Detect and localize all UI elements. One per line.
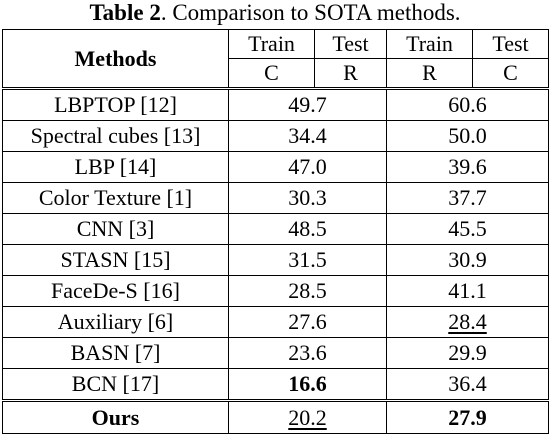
cr-score-cell: 34.4 [228,120,387,152]
test-header-2: Test [472,29,549,59]
header-row-2: C R R C [3,58,549,89]
rc-score-cell: 36.4 [386,368,549,401]
dataset-r-header-1: R [314,58,387,89]
dataset-c-header-2: C [472,58,549,89]
table-row: Color Texture [1] 30.3 37.7 [2,182,549,214]
method-cell: FaceDe-S [16] [2,275,229,307]
method-cell: BCN [17] [2,368,229,401]
header-row-1: Methods Train Test Train Test [2,29,549,89]
method-cell: STASN [15] [2,244,229,276]
methods-header: Methods [2,29,229,89]
rc-score-cell: 29.9 [386,337,549,369]
rc-score-cell: 37.7 [386,182,549,214]
table-row: CNN [3] 48.5 45.5 [2,213,549,245]
method-cell-ours: Ours [2,399,229,434]
table-row: BASN [7] 23.6 29.9 [2,337,549,369]
caption-text: . Comparison to SOTA methods. [160,0,461,25]
cr-score-cell: 30.3 [228,182,387,214]
train-header-1: Train [228,29,315,59]
dataset-c-header-1: C [228,58,315,89]
rc-score-cell: 45.5 [386,213,549,245]
underlined-score: 28.4 [448,309,487,334]
cr-score-cell: 31.5 [228,244,387,276]
caption-number: Table 2 [89,0,161,25]
table-row: Spectral cubes [13] 34.4 50.0 [2,120,549,152]
cr-score-cell: 49.7 [228,87,387,121]
test-header-1: Test [314,29,387,59]
underlined-score: 20.2 [288,404,327,430]
dataset-r-header-2: R [386,58,473,89]
cr-score-cell-underlined: 20.2 [228,399,387,434]
table-row: LBPTOP [12] 49.7 60.6 [2,87,549,121]
train-header-2: Train [386,29,473,59]
table-caption: Table 2. Comparison to SOTA methods. [0,0,550,28]
rc-score-cell: 41.1 [386,275,549,307]
cr-score-cell: 27.6 [228,306,387,338]
method-cell: Auxiliary [6] [2,306,229,338]
comparison-table: Methods Train Test Train Test C R R C LB… [2,29,549,434]
method-cell: Spectral cubes [13] [2,120,229,152]
cr-score-cell: 47.0 [228,151,387,183]
rc-score-cell-underlined: 28.4 [386,306,549,338]
rc-score-cell: 30.9 [386,244,549,276]
cr-score-cell-best: 16.6 [228,368,387,401]
rc-score-cell-best: 27.9 [386,399,549,434]
rc-score-cell: 60.6 [386,87,549,121]
table-row: Auxiliary [6] 27.6 28.4 [2,306,549,338]
cr-score-cell: 48.5 [228,213,387,245]
method-cell: LBP [14] [2,151,229,183]
method-cell: LBPTOP [12] [2,87,229,121]
method-cell: BASN [7] [2,337,229,369]
table-row: FaceDe-S [16] 28.5 41.1 [2,275,549,307]
rc-score-cell: 39.6 [386,151,549,183]
table-row-ours: Ours 20.2 27.9 [2,399,549,434]
method-cell: Color Texture [1] [2,182,229,214]
cr-score-cell: 23.6 [228,337,387,369]
table-row: LBP [14] 47.0 39.6 [2,151,549,183]
method-cell: CNN [3] [2,213,229,245]
table-row: BCN [17] 16.6 36.4 [2,368,549,401]
cr-score-cell: 28.5 [228,275,387,307]
rc-score-cell: 50.0 [386,120,549,152]
table-row: STASN [15] 31.5 30.9 [2,244,549,276]
